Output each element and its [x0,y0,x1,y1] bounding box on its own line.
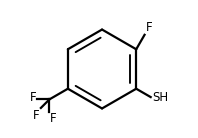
Text: SH: SH [152,91,168,104]
Text: F: F [146,21,152,34]
Text: F: F [30,91,36,104]
Text: F: F [33,109,40,122]
Text: F: F [50,112,57,125]
